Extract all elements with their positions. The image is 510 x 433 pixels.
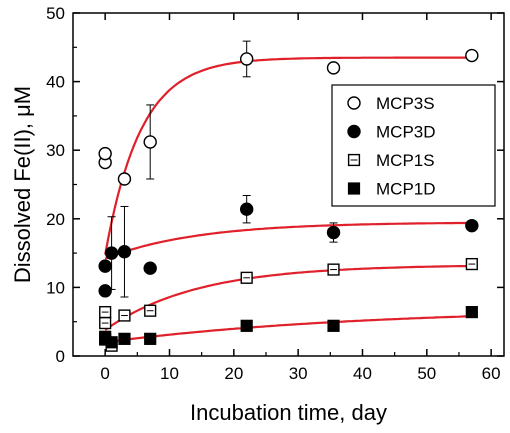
marker-mcp1s — [99, 316, 112, 330]
marker-mcp3s — [143, 135, 157, 149]
legend-label-mcp1d: MCP1D — [376, 180, 436, 199]
legend-marker-mcp3d — [347, 124, 361, 139]
legend-marker-mcp1s — [347, 153, 361, 167]
fit-curve-mcp3s — [104, 56, 472, 255]
y-tick-label: 30 — [46, 141, 65, 160]
x-tick-label: 30 — [289, 364, 308, 383]
y-tick-label: 50 — [46, 4, 65, 23]
x-axis-label: Incubation time, day — [190, 400, 387, 425]
marker-mcp3d — [98, 259, 112, 273]
legend-marker-mcp3s — [347, 96, 361, 110]
x-tick-label: 50 — [417, 364, 436, 383]
marker-mcp1s — [99, 305, 112, 319]
x-tick-label: 20 — [224, 364, 243, 383]
marker-mcp1s — [118, 309, 131, 322]
marker-mcp1d — [327, 319, 340, 332]
marker-mcp1d — [240, 319, 253, 332]
marker-mcp3s — [117, 172, 132, 186]
marker-mcp3s — [326, 61, 341, 75]
error-bars — [101, 40, 338, 298]
y-tick-label: 10 — [46, 278, 65, 297]
fit-curve-mcp1s — [104, 264, 472, 331]
marker-mcp1d — [465, 305, 478, 319]
marker-mcp1s — [240, 271, 253, 284]
x-tick-label: 0 — [100, 364, 109, 383]
marker-shape — [105, 336, 118, 349]
marker-shape — [240, 319, 253, 332]
fit-curves — [104, 56, 472, 344]
legend-label-mcp1s: MCP1S — [376, 151, 435, 170]
legend: MCP3S MCP3D MCP1S MCP1D — [331, 84, 496, 207]
marker-mcp3d — [326, 225, 341, 240]
marker-mcp3d — [239, 202, 254, 216]
x-tick-label: 10 — [160, 364, 179, 383]
marker-mcp3d — [117, 245, 132, 259]
marker-shape — [327, 319, 340, 332]
tick-labels: 0 10 20 30 40 50 60 0 10 20 30 40 50 — [46, 4, 501, 383]
x-tick-label: 40 — [353, 364, 372, 383]
marker-mcp3d — [98, 284, 112, 298]
legend-label-mcp3d: MCP3D — [376, 123, 436, 142]
marker-mcp3s — [239, 52, 254, 66]
x-tick-label: 60 — [482, 364, 501, 383]
marker-shape — [465, 305, 478, 319]
y-tick-label: 20 — [46, 210, 65, 229]
marker-mcp3d — [143, 261, 157, 275]
marker-mcp1s — [327, 263, 340, 276]
legend-marker-mcp1d — [347, 182, 361, 195]
axis-ticks — [73, 12, 504, 357]
marker-shape — [347, 182, 361, 195]
marker-mcp1d — [105, 336, 118, 349]
marker-mcp3d — [465, 218, 479, 233]
marker-mcp1s — [465, 257, 478, 271]
marker-mcp1d — [144, 332, 157, 345]
data-markers — [98, 48, 479, 352]
y-tick-label: 0 — [56, 347, 65, 366]
marker-shape — [144, 332, 157, 345]
marker-mcp3s — [465, 48, 479, 63]
marker-mcp1s — [144, 304, 157, 317]
marker-shape — [118, 332, 131, 345]
y-axis-label: Dissolved Fe(II), μM — [10, 86, 35, 283]
marker-mcp3s — [98, 146, 112, 161]
legend-label-mcp3s: MCP3S — [376, 94, 435, 113]
fit-curve-mcp1d — [105, 315, 472, 344]
marker-mcp1d — [118, 332, 131, 345]
y-tick-label: 40 — [46, 73, 65, 92]
marker-mcp3d — [104, 246, 119, 260]
fit-curve-mcp3d — [104, 221, 472, 260]
